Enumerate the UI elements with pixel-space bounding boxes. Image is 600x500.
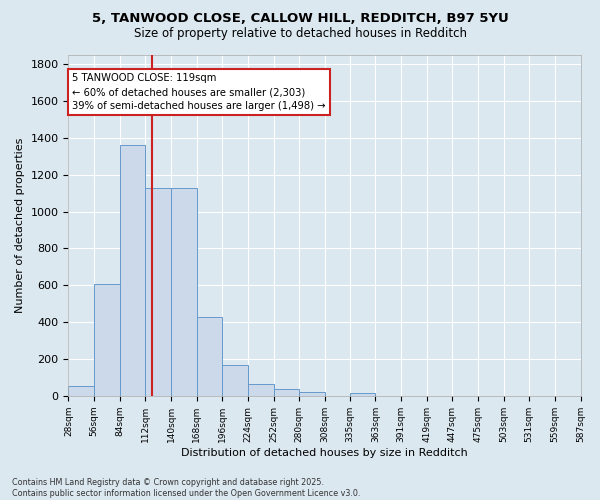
Bar (274, 390, 299, 396)
Text: 5 TANWOOD CLOSE: 119sqm
← 60% of detached houses are smaller (2,303)
39% of semi: 5 TANWOOD CLOSE: 119sqm ← 60% of detache… (72, 74, 326, 112)
Bar (197, 316, 223, 396)
Bar (299, 392, 325, 396)
Bar (223, 364, 248, 396)
Bar (350, 393, 375, 396)
X-axis label: Distribution of detached houses by size in Redditch: Distribution of detached houses by size … (181, 448, 468, 458)
Text: Size of property relative to detached houses in Redditch: Size of property relative to detached ho… (133, 28, 467, 40)
Bar (171, 188, 197, 396)
Text: 5, TANWOOD CLOSE, CALLOW HILL, REDDITCH, B97 5YU: 5, TANWOOD CLOSE, CALLOW HILL, REDDITCH,… (92, 12, 508, 26)
Text: Contains HM Land Registry data © Crown copyright and database right 2025.
Contai: Contains HM Land Registry data © Crown c… (12, 478, 361, 498)
Bar (248, 384, 274, 396)
Bar (94, 284, 120, 396)
Y-axis label: Number of detached properties: Number of detached properties (15, 138, 25, 313)
Bar (145, 188, 171, 396)
Bar (68, 386, 94, 396)
Bar (120, 146, 145, 396)
